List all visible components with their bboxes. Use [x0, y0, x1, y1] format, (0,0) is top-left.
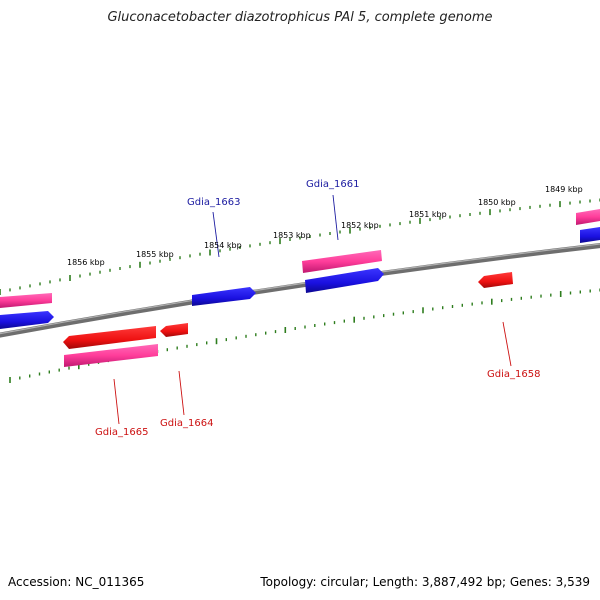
cds-feature[interactable]: [305, 268, 384, 293]
gene-labels: Gdia_1663 Gdia_1661 Gdia_1665 Gdia_1664 …: [95, 179, 540, 438]
label-leaders: [113, 194, 512, 425]
scale-label: 1850 kbp: [478, 198, 516, 207]
outer-scale-ticks: [0, 198, 600, 295]
genome-summary-text: Topology: circular; Length: 3,887,492 bp…: [260, 575, 590, 589]
scale-labels: 1849 kbp 1850 kbp 1851 kbp 1852 kbp 1853…: [67, 185, 583, 267]
genome-backbone: [0, 243, 600, 338]
cds-feature[interactable]: [63, 326, 156, 349]
gene-label-gdia-1661[interactable]: Gdia_1661: [306, 179, 359, 190]
gene-label-gdia-1665[interactable]: Gdia_1665: [95, 427, 148, 438]
scale-label: 1853 kbp: [273, 231, 311, 240]
reverse-features: [63, 272, 513, 367]
scale-label: 1856 kbp: [67, 258, 105, 267]
forward-features: [0, 209, 600, 329]
cds-feature[interactable]: [580, 227, 600, 243]
gene-feature[interactable]: [0, 293, 52, 308]
map-title: Gluconacetobacter diazotrophicus PAl 5, …: [107, 10, 493, 25]
cds-feature[interactable]: [0, 311, 54, 329]
accession-text: Accession: NC_011365: [8, 575, 145, 589]
gene-label-gdia-1658[interactable]: Gdia_1658: [487, 369, 540, 380]
genome-backbone-highlight: [0, 243, 600, 335]
scale-label: 1855 kbp: [136, 250, 174, 259]
gene-feature[interactable]: [302, 250, 382, 273]
gene-label-gdia-1663[interactable]: Gdia_1663: [187, 197, 240, 208]
scale-label: 1851 kbp: [409, 210, 447, 219]
scale-label: 1849 kbp: [545, 185, 583, 194]
gene-feature[interactable]: [64, 344, 158, 367]
gene-label-gdia-1664[interactable]: Gdia_1664: [160, 418, 213, 429]
cds-feature[interactable]: [192, 287, 256, 306]
scale-label: 1852 kbp: [341, 221, 379, 230]
scale-label: 1854 kbp: [204, 241, 242, 250]
cds-feature[interactable]: [478, 272, 513, 288]
gene-feature[interactable]: [576, 209, 600, 225]
cds-feature[interactable]: [160, 323, 188, 337]
